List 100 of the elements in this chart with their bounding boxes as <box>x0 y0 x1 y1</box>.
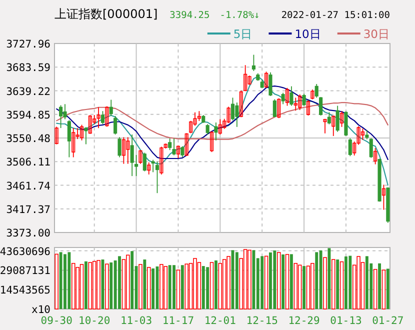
candlestick <box>134 154 138 177</box>
y-tick-label: 3683.59 <box>6 62 50 74</box>
bar <box>344 256 348 309</box>
x-tick-label: 12-01 <box>204 315 236 327</box>
candlestick <box>84 126 88 145</box>
candlestick <box>277 98 281 119</box>
x-tick-label: 12-29 <box>288 315 320 327</box>
candlestick <box>88 114 92 134</box>
candlestick <box>306 100 310 116</box>
bar <box>386 268 390 309</box>
candlestick <box>96 106 100 129</box>
bar <box>273 250 276 309</box>
candlestick <box>54 126 58 145</box>
candlestick <box>344 110 348 136</box>
candlestick <box>348 138 352 157</box>
candlestick <box>272 98 276 118</box>
candlestick <box>365 130 369 140</box>
bar <box>118 256 121 309</box>
bar <box>68 252 71 309</box>
candlestick <box>332 115 336 136</box>
y-tick-label: 3639.22 <box>6 86 50 98</box>
candlestick <box>168 138 172 151</box>
bar <box>348 256 352 309</box>
candlestick <box>206 124 210 135</box>
candlestick <box>214 122 218 141</box>
candlestick <box>63 104 67 120</box>
candlestick <box>285 87 290 106</box>
bar <box>290 254 293 309</box>
candlestick <box>281 92 285 105</box>
candlestick <box>336 105 340 132</box>
candlestick <box>340 110 344 128</box>
text: -1.78%↓ <box>220 10 260 21</box>
candlestick <box>323 118 327 134</box>
x-tick-label: 09-30 <box>40 315 72 327</box>
candlestick <box>264 71 268 88</box>
candlestick <box>230 97 235 121</box>
text: 2022-01-27 15:01:00 <box>281 10 390 21</box>
candlestick <box>109 99 113 116</box>
candlestick <box>369 138 373 158</box>
candlestick <box>160 146 164 175</box>
y-tick-label: 3506.11 <box>6 156 50 169</box>
legend-label: 5日 <box>233 27 253 41</box>
candlestick <box>360 128 365 140</box>
candlestick <box>310 89 314 100</box>
candlestick <box>105 106 109 128</box>
legend-label: 10日 <box>294 27 322 41</box>
candlestick <box>130 134 134 177</box>
candlestick <box>138 150 142 164</box>
bar <box>302 266 306 309</box>
legend-label: 30日 <box>363 27 390 41</box>
candlestick <box>184 132 188 156</box>
bar <box>206 267 210 309</box>
candlestick <box>239 90 243 118</box>
candlestick <box>374 148 378 165</box>
candlestick <box>142 152 146 172</box>
bar <box>252 250 256 309</box>
bar <box>180 265 184 309</box>
candlestick <box>126 136 130 164</box>
candlestick <box>114 116 118 135</box>
bar <box>214 260 218 309</box>
candlestick <box>147 162 151 175</box>
candlestick <box>302 93 306 106</box>
candlestick <box>290 86 294 106</box>
bar <box>319 250 322 309</box>
bar <box>110 262 113 309</box>
candlestick <box>252 54 256 72</box>
candlestick <box>294 97 298 112</box>
y-tick-label: 3594.85 <box>6 109 50 122</box>
chart-title: 上证指数[000001] <box>54 7 158 21</box>
candlestick <box>118 136 122 158</box>
candlestick <box>67 120 71 158</box>
candlestick <box>210 130 214 152</box>
y-tick-label: 43630696 <box>0 246 50 258</box>
x-tick-label: 01-27 <box>372 315 404 327</box>
candlestick <box>176 145 180 159</box>
candlestick <box>122 136 126 164</box>
bar <box>336 260 340 309</box>
bar <box>202 266 205 309</box>
candlestick <box>151 159 155 173</box>
candlestick <box>235 102 239 128</box>
bar <box>315 252 318 309</box>
candlestick <box>80 124 84 141</box>
candlestick <box>180 146 184 158</box>
candlestick <box>314 84 318 98</box>
bar <box>260 256 264 309</box>
y-tick-label: 3461.74 <box>6 180 50 192</box>
bar <box>143 260 146 309</box>
bar <box>152 268 155 309</box>
bar <box>130 251 134 309</box>
x-tick-label: 11-17 <box>162 315 194 327</box>
bar <box>378 263 381 309</box>
bar <box>84 261 88 309</box>
candlestick <box>382 184 386 210</box>
bar <box>168 265 172 309</box>
candlestick <box>244 64 248 92</box>
y-tick-label: 14543565 <box>0 284 50 297</box>
y-tick-label: 3417.37 <box>6 204 50 216</box>
bar <box>64 254 66 309</box>
candlestick <box>72 128 76 158</box>
candlestick <box>59 104 63 128</box>
